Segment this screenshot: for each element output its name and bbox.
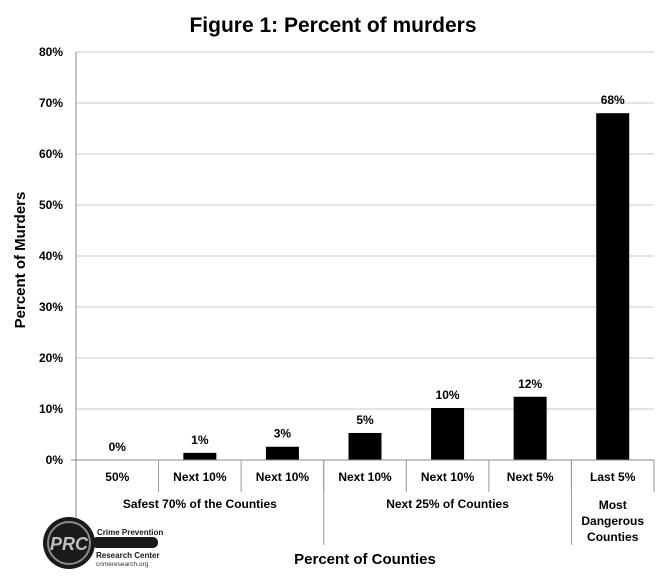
value-labels: 0% 1% 3% 5% 10% 12% 68% (109, 93, 625, 454)
gridlines (76, 51, 654, 410)
logo-line2: Research Center (96, 551, 160, 560)
x-axis: 50% Next 10% Next 10% Next 10% Next 10% Next … (71, 52, 655, 545)
y-axis-ticks: 0% 10% 20% 30% 40% 50% 60% 70% 80% (39, 45, 63, 467)
chart-title: Figure 1: Percent of murders (189, 14, 476, 37)
x-tick-label: 50% (105, 470, 129, 484)
bar (596, 113, 630, 460)
bar-value-label: 0% (109, 440, 127, 454)
group-label: Next 25% of Counties (386, 497, 509, 511)
bar (348, 432, 382, 460)
y-tick-label: 40% (39, 249, 63, 263)
x-tick-label: Next 10% (421, 470, 475, 484)
bar-value-label: 1% (191, 433, 209, 447)
logo-monogram: PRC (50, 534, 89, 554)
group-label: Dangerous (581, 514, 644, 528)
x-tick-label: Next 10% (256, 470, 310, 484)
bar-value-label: 3% (274, 427, 292, 441)
group-label: Most (599, 498, 627, 512)
y-tick-label: 70% (39, 96, 63, 110)
y-tick-label: 50% (39, 198, 63, 212)
y-tick-label: 10% (39, 402, 63, 416)
logo-circle (43, 517, 95, 569)
bars (183, 113, 630, 460)
x-tick-label: Next 10% (338, 470, 392, 484)
logo-line1: Crime Prevention (97, 528, 163, 537)
bar (513, 396, 547, 460)
x-tick-label: Next 10% (173, 470, 227, 484)
bar-value-label: 5% (356, 413, 374, 427)
bar-value-label: 10% (436, 388, 460, 402)
bar (183, 452, 217, 460)
x-axis-title: Percent of Counties (294, 551, 436, 568)
logo-url: crimeresearch.org (96, 561, 149, 568)
bar-value-label: 68% (601, 93, 625, 107)
bar-value-label: 12% (518, 377, 542, 391)
x-tick-label: Last 5% (590, 470, 636, 484)
crime-prevention-logo: PRC Crime Prevention Research Center cri… (43, 517, 163, 569)
logo-bar (92, 537, 158, 548)
y-tick-label: 60% (39, 147, 63, 161)
y-tick-label: 0% (46, 453, 64, 467)
y-tick-label: 80% (39, 45, 63, 59)
group-label: Safest 70% of the Counties (123, 497, 277, 511)
group-label: Counties (587, 530, 639, 544)
y-tick-label: 30% (39, 300, 63, 314)
x-tick-label: Next 5% (507, 470, 554, 484)
bar (431, 407, 465, 460)
y-axis-title: Percent of Murders (12, 192, 29, 329)
bar (265, 446, 299, 460)
y-tick-label: 20% (39, 351, 63, 365)
logo-ring (47, 521, 91, 565)
